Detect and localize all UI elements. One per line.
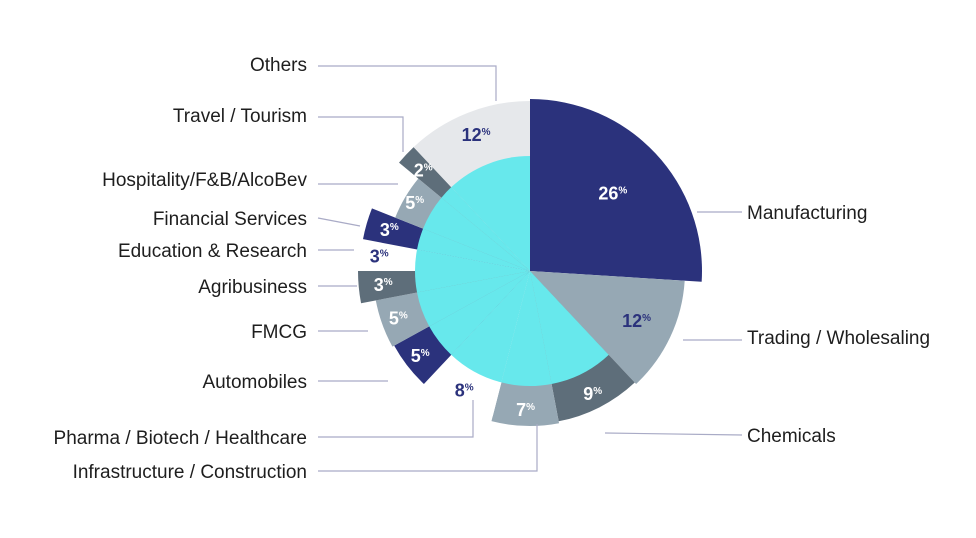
label-trading-wholesaling: Trading / Wholesaling <box>747 328 930 349</box>
leader-infrastructure-construction <box>318 424 538 472</box>
leader-lines <box>317 65 743 472</box>
pct-education-research: 3% <box>370 247 389 267</box>
inner-others <box>451 156 530 271</box>
inner-agribusiness <box>415 271 530 293</box>
leader-pharma-biotech-healthcare <box>318 400 474 438</box>
pct-manufacturing: 26% <box>598 183 627 203</box>
label-chemicals: Chemicals <box>747 426 836 447</box>
pct-automobiles: 5% <box>411 346 430 366</box>
label-infrastructure-construction: Infrastructure / Construction <box>73 462 307 483</box>
inner-fmcg <box>417 271 530 327</box>
inner-education-research <box>415 249 530 271</box>
label-automobiles: Automobiles <box>202 372 307 393</box>
percent-labels: 26%12%9%7%8%5%5%3%3%3%5%2%12% <box>370 125 651 420</box>
leader-travel-tourism <box>318 116 404 152</box>
label-financial-services: Financial Services <box>153 209 307 230</box>
pct-financial-services: 3% <box>380 220 399 240</box>
inner-disc-group <box>415 156 609 386</box>
leader-others <box>318 65 497 101</box>
label-manufacturing: Manufacturing <box>747 203 867 224</box>
inner-hospitality-f-b-alcobev <box>423 197 530 271</box>
pct-travel-tourism: 2% <box>414 161 433 181</box>
label-travel-tourism: Travel / Tourism <box>173 106 307 127</box>
inner-financial-services <box>417 228 530 271</box>
pct-others: 12% <box>462 125 491 145</box>
label-agribusiness: Agribusiness <box>198 277 307 298</box>
inner-automobiles <box>429 271 530 355</box>
pct-pharma-biotech-healthcare: 8% <box>455 381 474 401</box>
inner-travel-tourism <box>441 187 530 271</box>
slice-trading-wholesaling <box>530 271 685 384</box>
category-labels: Manufacturing Trading / Wholesaling Chemic… <box>54 55 931 483</box>
pct-agribusiness: 3% <box>374 275 393 295</box>
inner-pharma-biotech-healthcare <box>451 271 530 383</box>
pct-chemicals: 9% <box>583 384 602 404</box>
pct-infrastructure-construction: 7% <box>516 400 535 420</box>
inner-infrastructure-construction <box>501 271 552 386</box>
pct-fmcg: 5% <box>389 308 408 328</box>
label-pharma-biotech-healthcare: Pharma / Biotech / Healthcare <box>54 428 307 449</box>
pct-hospitality-f-b-alcobev: 5% <box>405 193 424 213</box>
label-hospitality-f-b-alcobev: Hospitality/F&B/AlcoBev <box>102 170 307 191</box>
label-education-research: Education & Research <box>118 241 307 262</box>
label-fmcg: FMCG <box>251 322 307 343</box>
leader-chemicals <box>604 432 743 436</box>
slice-manufacturing <box>530 99 702 282</box>
label-others: Others <box>250 55 307 76</box>
inner-chemicals <box>530 271 609 384</box>
pct-trading-wholesaling: 12% <box>622 311 651 331</box>
leader-financial-services <box>317 217 361 227</box>
